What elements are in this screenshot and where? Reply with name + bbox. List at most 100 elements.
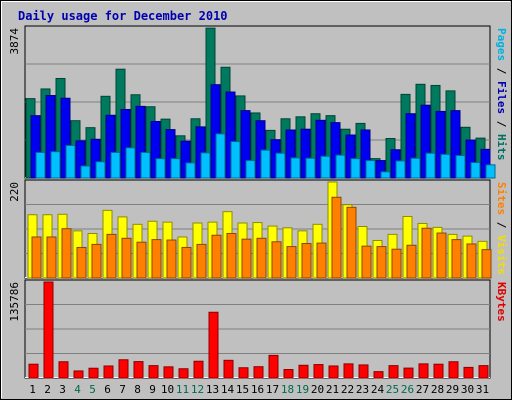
day-label-10: 10 bbox=[161, 383, 174, 396]
bar-pages-day-26 bbox=[410, 157, 421, 179]
bar-pages-day-28 bbox=[440, 153, 451, 179]
bar-kbytes-day-26 bbox=[403, 367, 414, 379]
bar-sites-day-24 bbox=[376, 246, 387, 279]
day-label-14: 14 bbox=[221, 383, 235, 396]
bar-kbytes-day-30 bbox=[463, 366, 474, 379]
legend-entry: / bbox=[495, 114, 508, 134]
bar-kbytes-day-7 bbox=[118, 359, 129, 379]
bar-sites-day-19 bbox=[301, 243, 312, 279]
legend-entry: Files bbox=[495, 81, 508, 114]
visits-panel: 220 Sites / Visits bbox=[8, 179, 508, 279]
day-label-26: 26 bbox=[401, 383, 414, 396]
day-label-23: 23 bbox=[356, 383, 369, 396]
bar-pages-day-18 bbox=[290, 157, 301, 179]
bar-kbytes-day-17 bbox=[268, 354, 279, 379]
bar-kbytes-day-22 bbox=[343, 363, 354, 379]
day-label-18: 18 bbox=[281, 383, 294, 396]
bar-sites-day-30 bbox=[466, 243, 477, 279]
bar-pages-day-4 bbox=[80, 165, 91, 179]
bar-sites-day-15 bbox=[241, 238, 252, 279]
legend-entry: Visits bbox=[495, 235, 508, 275]
bar-kbytes-day-6 bbox=[103, 365, 114, 379]
panel-legend: KBytes bbox=[495, 282, 508, 322]
y-axis-max-label: 3874 bbox=[8, 28, 21, 55]
hits-panel: 3874 Pages / Files / Hits bbox=[8, 25, 508, 179]
day-label-12: 12 bbox=[191, 383, 204, 396]
bar-kbytes-day-5 bbox=[88, 367, 99, 379]
legend-entry: Pages bbox=[495, 28, 508, 61]
day-label-8: 8 bbox=[134, 383, 141, 396]
chart-panels: 3874 Pages / Files / Hits 220 Sites / Visit… bbox=[8, 25, 508, 379]
bar-sites-day-5 bbox=[91, 243, 102, 279]
bar-kbytes-day-13 bbox=[208, 311, 219, 379]
bar-kbytes-day-28 bbox=[433, 363, 444, 379]
bar-kbytes-day-3 bbox=[58, 361, 69, 379]
bar-pages-day-8 bbox=[140, 151, 151, 179]
bar-pages-day-23 bbox=[365, 160, 376, 179]
bar-kbytes-day-21 bbox=[328, 365, 339, 379]
bar-sites-day-8 bbox=[136, 241, 147, 279]
day-label-1: 1 bbox=[29, 383, 36, 396]
bar-sites-day-21 bbox=[331, 196, 342, 279]
bar-kbytes-day-11 bbox=[178, 368, 189, 379]
day-label-21: 21 bbox=[326, 383, 339, 396]
bar-kbytes-day-25 bbox=[388, 365, 399, 379]
bar-sites-day-22 bbox=[346, 206, 357, 279]
bar-pages-day-1 bbox=[35, 151, 46, 179]
panel-legend: Pages / Files / Hits bbox=[495, 28, 508, 161]
bar-kbytes-day-14 bbox=[223, 359, 234, 379]
bar-sites-day-20 bbox=[316, 242, 327, 279]
bar-sites-day-11 bbox=[181, 246, 192, 279]
bar-pages-day-21 bbox=[335, 154, 346, 179]
day-label-30: 30 bbox=[461, 383, 474, 396]
day-label-27: 27 bbox=[416, 383, 429, 396]
bar-kbytes-day-23 bbox=[358, 364, 369, 379]
bar-sites-day-9 bbox=[151, 239, 162, 279]
bar-kbytes-day-10 bbox=[163, 366, 174, 379]
y-axis-max-label: 220 bbox=[8, 182, 21, 202]
bar-pages-day-27 bbox=[425, 152, 436, 179]
bar-kbytes-day-12 bbox=[193, 360, 204, 379]
bar-sites-day-1 bbox=[31, 236, 42, 279]
bar-sites-day-3 bbox=[61, 228, 72, 279]
bar-sites-day-16 bbox=[256, 237, 267, 279]
day-label-2: 2 bbox=[44, 383, 51, 396]
bar-pages-day-19 bbox=[305, 157, 316, 179]
day-axis-labels: 1 2 3 4 5 6 7 8 9 10 11 12 13 14 15 16 17 18 19 20 21 22 23 24 2… bbox=[29, 383, 489, 396]
day-label-7: 7 bbox=[119, 383, 126, 396]
bar-kbytes-day-4 bbox=[73, 370, 84, 379]
bar-pages-day-31 bbox=[485, 164, 496, 179]
legend-entry: KBytes bbox=[495, 282, 508, 322]
day-label-5: 5 bbox=[89, 383, 96, 396]
bar-pages-day-2 bbox=[50, 151, 61, 179]
day-label-29: 29 bbox=[446, 383, 459, 396]
bar-pages-day-25 bbox=[395, 160, 406, 179]
chart-title: Daily usage for December 2010 bbox=[18, 9, 228, 23]
bar-pages-day-5 bbox=[95, 161, 106, 179]
day-label-4: 4 bbox=[74, 383, 81, 396]
kbytes-panel: 135786 KBytes bbox=[8, 279, 508, 379]
day-label-16: 16 bbox=[251, 383, 264, 396]
bar-sites-day-7 bbox=[121, 237, 132, 279]
day-label-28: 28 bbox=[431, 383, 444, 396]
legend-entry: / bbox=[495, 215, 508, 235]
bar-sites-day-13 bbox=[211, 234, 222, 279]
day-label-19: 19 bbox=[296, 383, 309, 396]
bar-pages-day-16 bbox=[260, 149, 271, 179]
bar-pages-day-30 bbox=[470, 162, 481, 179]
bar-kbytes-day-2 bbox=[43, 281, 54, 379]
bar-kbytes-day-20 bbox=[313, 364, 324, 379]
panel-legend: Sites / Visits bbox=[495, 182, 508, 275]
bar-kbytes-day-29 bbox=[448, 361, 459, 379]
bar-kbytes-day-19 bbox=[298, 364, 309, 379]
bar-sites-day-31 bbox=[481, 249, 492, 279]
bar-sites-day-25 bbox=[391, 248, 402, 279]
day-label-3: 3 bbox=[59, 383, 66, 396]
bar-pages-day-3 bbox=[65, 144, 76, 179]
legend-entry: Sites bbox=[495, 182, 508, 215]
bar-pages-day-7 bbox=[125, 147, 136, 179]
day-label-15: 15 bbox=[236, 383, 249, 396]
bar-pages-day-22 bbox=[350, 158, 361, 179]
bar-sites-day-4 bbox=[76, 246, 87, 279]
